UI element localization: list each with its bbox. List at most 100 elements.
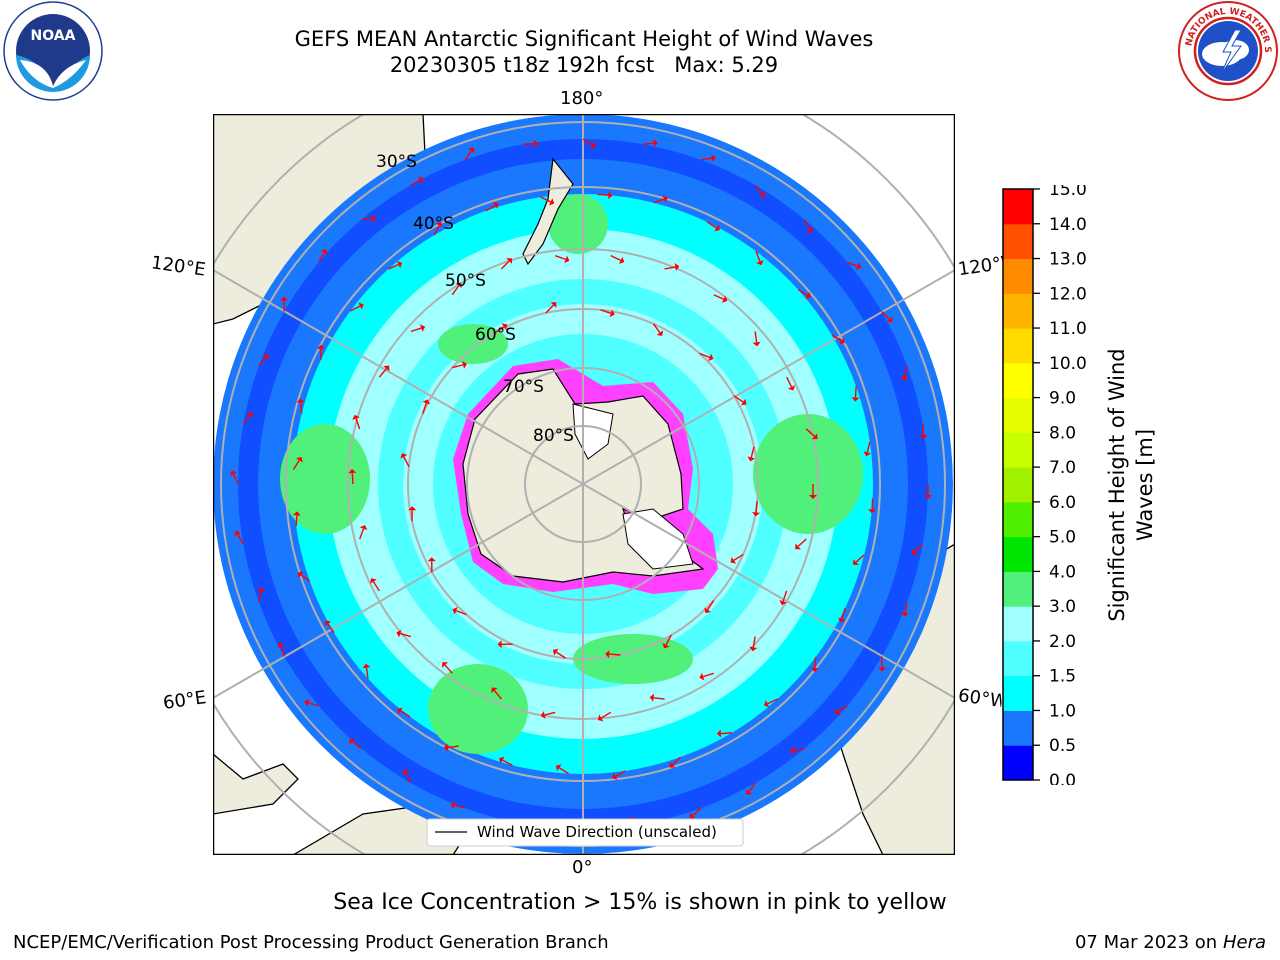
wave-arrow-head xyxy=(900,375,909,381)
wave-arrow xyxy=(600,711,612,719)
wave-arrow xyxy=(831,334,842,342)
wave-arrow-head xyxy=(839,337,845,345)
wave-arrow-head xyxy=(564,255,570,264)
colorbar-segment xyxy=(1003,536,1033,572)
wave-arrow-head xyxy=(863,451,872,457)
wave-arrow xyxy=(299,402,303,414)
wave-arrow-head xyxy=(548,198,555,206)
wave-arrow-head xyxy=(924,495,932,499)
wave-arrow xyxy=(664,266,676,270)
wave-arrow xyxy=(847,261,858,267)
wave-arrow xyxy=(300,574,311,583)
colorbar-tick-label: 6.0 xyxy=(1049,493,1076,513)
wave-arrow-head xyxy=(349,738,355,746)
wave-arrow xyxy=(555,255,566,261)
wave-arrow xyxy=(866,441,871,453)
wave-arrow xyxy=(485,204,496,212)
wave-arrow-head xyxy=(362,663,371,669)
wave-arrow xyxy=(841,608,846,619)
wave-arrow-head xyxy=(435,221,443,228)
lon-label-60w: 60°W xyxy=(956,685,1004,712)
wave-arrow xyxy=(597,193,609,196)
colorbar-segment xyxy=(1003,293,1033,329)
wave-arrow xyxy=(914,543,924,553)
wave-patch xyxy=(280,424,370,534)
wave-arrow-head xyxy=(493,201,499,209)
wave-arrow-head xyxy=(708,353,714,362)
wave-arrow-head xyxy=(711,154,716,163)
wave-arrow-head xyxy=(805,291,811,299)
wave-arrow xyxy=(454,804,466,809)
polar-map: 30°S 40°S 50°S 60°S 70°S 80°S Wind Wave … xyxy=(213,114,955,855)
colorbar-tick-label: 15.0 xyxy=(1049,185,1087,200)
wave-arrow xyxy=(904,365,908,377)
noaa-logo-text: NOAA xyxy=(31,28,76,44)
wave-arrow-head xyxy=(912,549,918,555)
wave-arrow xyxy=(814,656,817,668)
wave-arrow xyxy=(372,581,380,592)
wave-arrow-head xyxy=(499,756,505,764)
wave-arrow xyxy=(318,252,325,263)
wave-arrow xyxy=(292,459,300,470)
wave-arrow-head xyxy=(752,512,761,517)
wave-arrow-head xyxy=(749,646,758,652)
wave-arrow-head xyxy=(397,707,403,715)
wave-arrow xyxy=(871,498,874,510)
wave-arrow-head xyxy=(669,761,676,768)
wave-arrow-head xyxy=(838,617,846,623)
wave-arrow-head xyxy=(740,398,747,406)
wave-arrow xyxy=(351,472,354,485)
colorbar-tick-label: 10.0 xyxy=(1049,354,1087,374)
wave-arrow xyxy=(582,138,593,146)
wave-arrow xyxy=(733,553,744,561)
wave-arrow-head xyxy=(352,414,360,420)
wave-arrow xyxy=(854,386,857,398)
wave-arrow xyxy=(555,651,566,659)
wave-arrow xyxy=(713,294,724,300)
colorbar-segment xyxy=(1003,606,1033,642)
wave-arrow-head xyxy=(745,789,753,795)
wave-arrow xyxy=(444,664,453,674)
wave-arrow-head xyxy=(418,176,424,184)
wave-arrow xyxy=(447,745,459,749)
wave-arrow-head xyxy=(229,470,237,476)
wave-arrow-head xyxy=(806,227,814,233)
wave-patch xyxy=(753,414,863,534)
wave-arrow xyxy=(433,225,440,236)
wave-arrow xyxy=(782,590,788,602)
colorbar: 0.0 0.5 1.0 1.5 2.0 3.0 4.0 5.0 6.0 7.0 8.0 9.0 10.0… xyxy=(1002,185,1087,785)
wave-arrow xyxy=(280,645,285,657)
wave-arrow-head xyxy=(277,642,285,648)
wave-patch xyxy=(548,194,608,254)
colorbar-tick-label: 14.0 xyxy=(1049,215,1087,235)
wave-patch xyxy=(428,664,528,754)
colorbar-label: Significant Height of Wind Waves [m] xyxy=(1105,348,1157,621)
wave-arrow-head xyxy=(662,642,670,649)
wave-arrow-head xyxy=(795,543,801,550)
wave-arrow xyxy=(355,418,361,430)
wave-arrow-head xyxy=(427,557,436,562)
wave-arrow-head xyxy=(730,556,737,564)
wave-arrow xyxy=(609,653,621,656)
colorbar-segment xyxy=(1003,362,1033,399)
wave-arrow-head xyxy=(609,309,615,318)
colorbar-segment xyxy=(1003,745,1033,781)
wave-arrow xyxy=(904,601,908,613)
wave-arrow-head xyxy=(605,650,610,659)
wave-arrow xyxy=(422,402,427,414)
wave-arrow xyxy=(400,710,411,718)
run-date-text: 07 Mar 2023 on xyxy=(1074,932,1218,953)
wave-arrow xyxy=(652,323,661,334)
wave-patch xyxy=(573,634,693,684)
wave-arrow xyxy=(733,395,744,403)
graticule xyxy=(213,114,955,855)
wave-arrow-head xyxy=(878,667,887,672)
wave-arrow-head xyxy=(297,571,304,579)
machine-name: Hera xyxy=(1222,932,1266,953)
colorbar-tick-label: 8.0 xyxy=(1049,423,1076,443)
wave-arrow xyxy=(365,667,369,679)
wave-arrow-head xyxy=(533,139,539,148)
wave-arrow-head xyxy=(320,249,328,255)
noaa-logo: NOAA xyxy=(3,1,103,101)
wave-arrow-head xyxy=(811,433,818,440)
